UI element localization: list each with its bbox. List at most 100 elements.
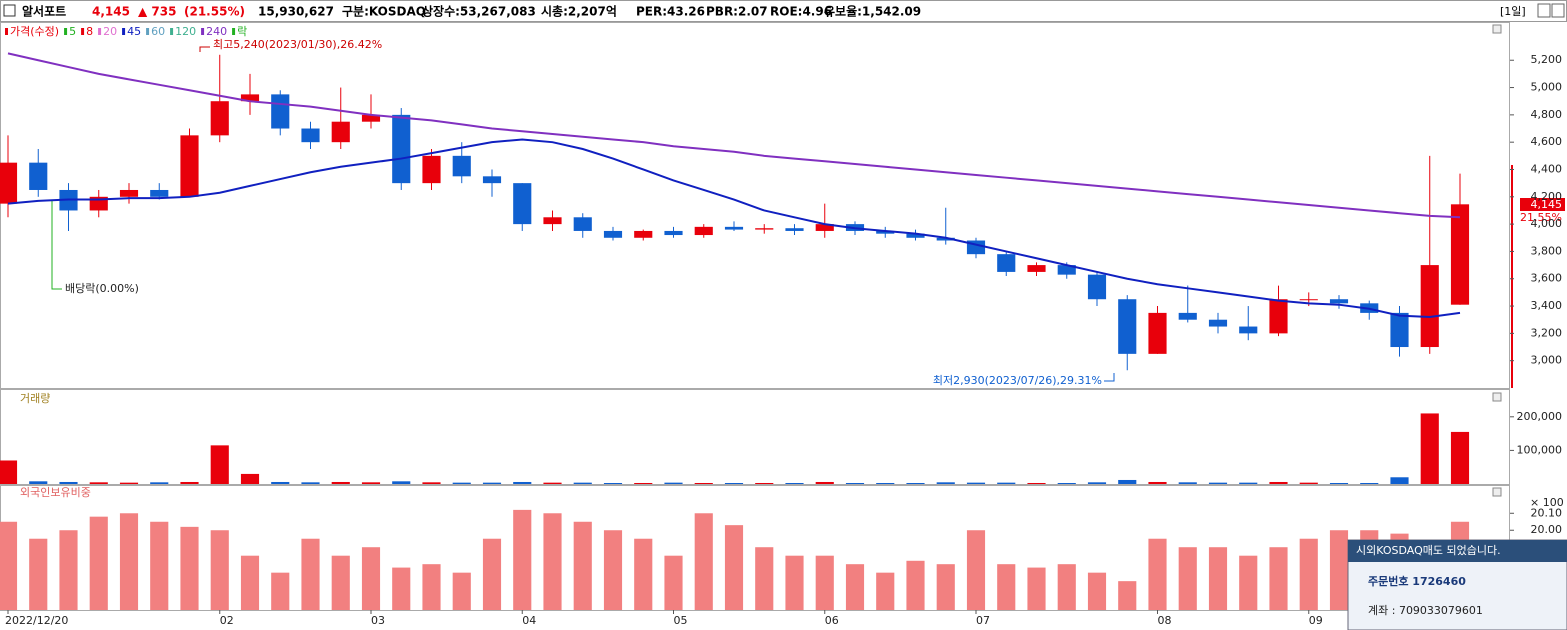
bar: [1329, 482, 1349, 484]
candle-body: [1269, 299, 1288, 334]
y-tick-label: 3,000: [1531, 354, 1563, 367]
candle-body: [1450, 204, 1470, 305]
checkbox[interactable]: [3, 4, 16, 17]
candle-body: [452, 155, 471, 177]
price-level-bar: [1511, 165, 1513, 388]
candle-body: [150, 189, 169, 197]
candle-body: [513, 183, 532, 225]
candle-body: [392, 114, 411, 184]
low-annotation: 최저2,930(2023/07/26),29.31%: [933, 374, 1102, 387]
bar: [997, 482, 1016, 484]
price-tag: [1520, 198, 1565, 211]
bar: [29, 481, 48, 484]
bar: [906, 560, 925, 610]
bar: [634, 482, 653, 484]
popup-title: 시외KOSDAQ매도 되었습니다.: [1356, 544, 1501, 557]
panel-button[interactable]: [1492, 392, 1502, 402]
candle-body: [785, 228, 804, 231]
bar: [1178, 482, 1197, 484]
candle-body: [936, 237, 955, 241]
candle-body: [0, 162, 18, 204]
bar: [966, 530, 986, 610]
bar: [785, 555, 804, 610]
candle-body: [876, 230, 895, 234]
bar: [452, 572, 471, 610]
bar: [573, 482, 592, 484]
candle-body: [1057, 265, 1076, 275]
stock-name: 알서포트: [22, 4, 66, 19]
price-tag-rate: 21.55%: [1520, 211, 1562, 224]
legend-swatch: [64, 28, 68, 35]
bar: [119, 513, 139, 610]
x-tick-label: 07: [976, 614, 990, 627]
bar: [603, 482, 623, 484]
candle-body: [997, 254, 1016, 272]
rate: (21.55%): [184, 5, 245, 19]
bar: [271, 481, 290, 484]
bar: [301, 538, 320, 610]
y-tick-label: 5,200: [1531, 53, 1563, 66]
bar: [694, 482, 713, 484]
y-tick-label: 3,400: [1531, 299, 1563, 312]
x-tick-label: 05: [674, 614, 688, 627]
bar: [210, 445, 229, 484]
bar: [1450, 431, 1470, 484]
y-tick-label: 100,000: [1517, 443, 1563, 456]
y-tick-label: 3,600: [1531, 272, 1563, 285]
bar: [1087, 572, 1107, 610]
bar: [180, 526, 199, 610]
y-tick-label: 4,600: [1531, 135, 1563, 148]
close-button[interactable]: [1551, 3, 1565, 18]
bar: [603, 530, 623, 610]
volume: 15,930,627: [258, 5, 334, 19]
bar: [89, 516, 108, 610]
candle-body: [1239, 326, 1258, 334]
candle-body: [240, 94, 260, 102]
bar: [0, 460, 18, 484]
candle-body: [1027, 265, 1046, 272]
bar: [1269, 547, 1288, 610]
bar: [1118, 581, 1137, 610]
bar: [664, 555, 683, 610]
bar: [89, 482, 108, 484]
candle-body: [1390, 312, 1409, 348]
roe: ROE:4.96: [770, 5, 832, 19]
bar: [755, 547, 774, 610]
panel-button[interactable]: [1492, 487, 1502, 497]
bar: [543, 513, 562, 610]
dividend-marker: [51, 200, 62, 290]
bar: [29, 538, 48, 610]
period[interactable]: [1일]: [1500, 4, 1526, 18]
bar: [1027, 567, 1046, 610]
bar: [422, 564, 441, 610]
bar: [1148, 481, 1167, 484]
bar: [271, 572, 290, 610]
x-tick-label: 02: [220, 614, 234, 627]
bar: [422, 482, 441, 484]
bar: [240, 555, 260, 610]
volume-unit: × 100: [1530, 496, 1564, 509]
legend-label: 120: [175, 25, 196, 38]
bar: [543, 482, 562, 484]
popup: 시외KOSDAQ매도 되었습니다. 주문번호 1726460 계좌 : 7090…: [1347, 539, 1567, 630]
legend-swatch: [170, 28, 174, 35]
legend-label: 가격(수정): [10, 25, 59, 38]
legend-label: 45: [127, 25, 141, 38]
panel-button[interactable]: [1492, 24, 1502, 34]
bar: [997, 564, 1016, 610]
bar: [240, 473, 260, 484]
y-tick-label: 200,000: [1517, 410, 1563, 423]
pbr: PBR:2.07: [706, 5, 768, 19]
candle-body: [1329, 299, 1349, 304]
legend-label: 60: [151, 25, 165, 38]
volume-title: 거래량: [20, 392, 50, 405]
bar: [785, 482, 804, 484]
candle-body: [361, 114, 381, 122]
y-tick-label: 4,000: [1531, 217, 1563, 230]
cap: 시총:2,207억: [541, 4, 617, 19]
price: 4,145: [92, 5, 130, 19]
candle-body: [724, 226, 744, 230]
window-button[interactable]: [1537, 3, 1551, 18]
legend-swatch: [81, 28, 85, 35]
